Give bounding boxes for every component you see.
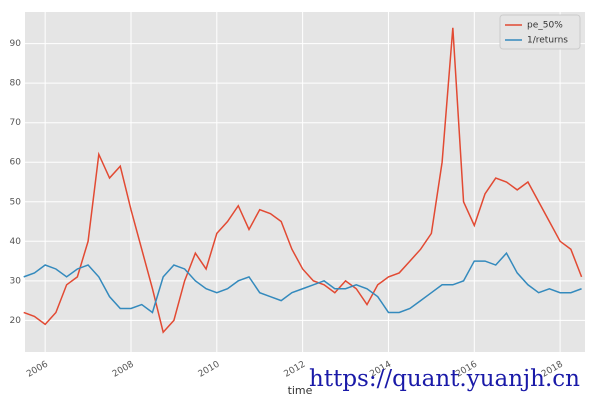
- y-tick-label: 70: [10, 118, 22, 128]
- y-tick-label: 60: [10, 158, 22, 168]
- series-line: [23, 27, 583, 334]
- y-tick-label: 20: [10, 316, 22, 326]
- x-axis-label: time: [288, 384, 313, 397]
- x-tick-label: 2010: [197, 359, 222, 379]
- series-line: [23, 251, 582, 314]
- y-tick-label: 40: [10, 237, 22, 247]
- legend-label: 1/returns: [527, 36, 568, 46]
- y-tick-label: 50: [10, 197, 22, 207]
- x-tick-label: 2012: [283, 360, 308, 380]
- y-tick-label: 80: [10, 79, 22, 89]
- x-tick-label: 2006: [25, 359, 50, 379]
- y-tick-label: 90: [10, 39, 22, 49]
- y-tick-label: 30: [10, 276, 22, 286]
- watermark: https://quant.yuanjh.cn: [309, 366, 580, 392]
- legend-label: pe_50%: [527, 21, 563, 31]
- x-tick-label: 2008: [111, 359, 136, 379]
- plot-area: [25, 12, 585, 352]
